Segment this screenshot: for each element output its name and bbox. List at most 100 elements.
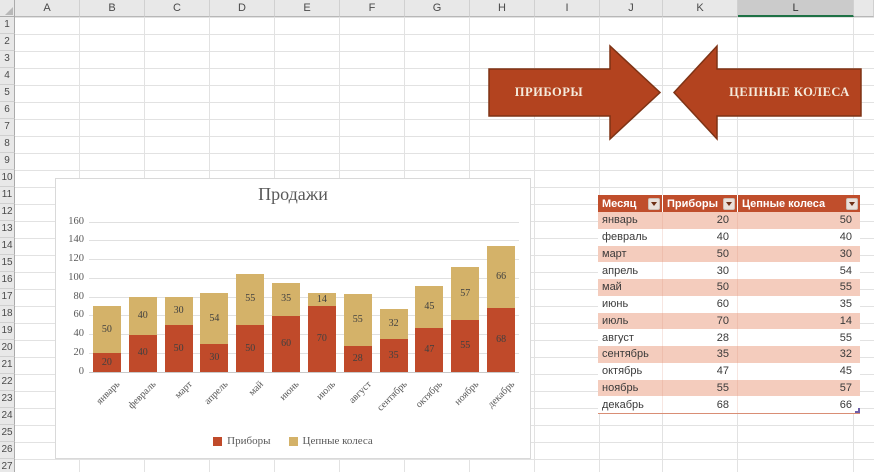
row-header-23[interactable]: 23 [0, 391, 15, 408]
table-cell[interactable]: 47 [663, 362, 738, 380]
row-header-24[interactable]: 24 [0, 408, 15, 425]
row-header-16[interactable]: 16 [0, 272, 15, 289]
row-header-13[interactable]: 13 [0, 221, 15, 238]
table-column-header-1[interactable]: Приборы [663, 195, 738, 212]
table-column-header-0[interactable]: Месяц [598, 195, 663, 212]
bar-segment-январь-0[interactable] [92, 353, 121, 372]
table-cell[interactable]: 20 [663, 212, 738, 229]
column-header-A[interactable]: A [15, 0, 80, 17]
table-cell[interactable]: ноябрь [598, 379, 663, 397]
bar-segment-июнь-1[interactable] [272, 282, 301, 316]
bar-segment-май-1[interactable] [236, 273, 265, 326]
column-header-J[interactable]: J [600, 0, 663, 17]
bar-segment-сентябрь-0[interactable] [379, 339, 408, 372]
bar-segment-декабрь-1[interactable] [487, 246, 516, 309]
table-cell[interactable]: 32 [839, 348, 852, 361]
table-cell[interactable]: 45 [839, 365, 852, 378]
table-cell[interactable]: октябрь [598, 362, 663, 380]
table-cell[interactable]: апрель [598, 262, 663, 279]
table-cell[interactable]: 57 [839, 381, 852, 394]
legend-item-pribory[interactable]: Приборы [213, 435, 271, 447]
table-column-header-2[interactable]: Цепные колеса [738, 195, 860, 212]
table-cell[interactable]: 50 [663, 245, 738, 263]
column-header-D[interactable]: D [210, 0, 275, 17]
bar-segment-сентябрь-1[interactable] [379, 309, 408, 340]
column-header-B[interactable]: B [80, 0, 145, 17]
table-cell[interactable]: сентябрь [598, 346, 663, 363]
table-cell[interactable]: март [598, 245, 663, 263]
column-header-E[interactable]: E [275, 0, 340, 17]
filter-dropdown-button-2[interactable] [846, 197, 858, 210]
bar-segment-апрель-1[interactable] [200, 293, 229, 344]
column-header-K[interactable]: K [663, 0, 738, 17]
row-header-15[interactable]: 15 [0, 255, 15, 272]
table-cell[interactable]: 66 [839, 398, 852, 411]
bar-segment-октябрь-1[interactable] [415, 285, 444, 328]
bar-segment-апрель-0[interactable] [200, 343, 229, 372]
table-cell[interactable]: 70 [663, 312, 738, 330]
table-cell[interactable]: 40 [839, 231, 852, 244]
table-cell[interactable]: июль [598, 312, 663, 330]
row-header-18[interactable]: 18 [0, 306, 15, 323]
table-cell[interactable]: 14 [839, 314, 852, 327]
bar-segment-февраль-1[interactable] [128, 297, 157, 335]
table-cell[interactable]: 55 [839, 331, 852, 344]
table-cell[interactable]: 55 [839, 281, 852, 294]
bar-segment-август-1[interactable] [343, 294, 372, 346]
table-resize-handle[interactable] [855, 408, 860, 413]
table-cell[interactable]: август [598, 329, 663, 346]
row-header-7[interactable]: 7 [0, 119, 15, 136]
bar-segment-февраль-0[interactable] [128, 334, 157, 372]
bar-segment-декабрь-0[interactable] [487, 308, 516, 372]
row-header-5[interactable]: 5 [0, 85, 15, 102]
row-header-20[interactable]: 20 [0, 340, 15, 357]
row-header-14[interactable]: 14 [0, 238, 15, 255]
table-cell[interactable]: 30 [839, 247, 852, 260]
row-header-12[interactable]: 12 [0, 204, 15, 221]
bar-segment-октябрь-0[interactable] [415, 327, 444, 372]
bar-segment-май-0[interactable] [236, 325, 265, 372]
arrow-shape-tsepnye-kolesa[interactable]: ЦЕПНЫЕ КОЛЕСА [672, 44, 862, 141]
row-header-1[interactable]: 1 [0, 17, 15, 34]
row-header-22[interactable]: 22 [0, 374, 15, 391]
table-cell[interactable]: 50 [839, 214, 852, 227]
filter-dropdown-button-0[interactable] [648, 197, 660, 210]
table-cell[interactable]: 35 [839, 298, 852, 311]
table-cell[interactable]: 55 [663, 379, 738, 397]
table-cell[interactable]: май [598, 279, 663, 296]
bar-segment-март-1[interactable] [164, 297, 193, 326]
bar-segment-январь-1[interactable] [92, 306, 121, 354]
filter-dropdown-button-1[interactable] [723, 197, 735, 210]
column-header-I[interactable]: I [535, 0, 600, 17]
bar-segment-ноябрь-1[interactable] [451, 267, 480, 321]
table-cell[interactable]: 40 [663, 228, 738, 246]
table-cell[interactable]: 28 [663, 329, 738, 346]
bar-segment-июль-1[interactable] [307, 293, 336, 307]
table-cell[interactable]: февраль [598, 228, 663, 246]
row-header-26[interactable]: 26 [0, 442, 15, 459]
table-cell[interactable]: 30 [663, 262, 738, 279]
row-header-11[interactable]: 11 [0, 187, 15, 204]
row-header-27[interactable]: 27 [0, 459, 15, 472]
column-header-H[interactable]: H [470, 0, 535, 17]
row-header-10[interactable]: 10 [0, 170, 15, 187]
table-cell[interactable]: январь [598, 212, 663, 229]
table-cell[interactable]: июнь [598, 295, 663, 313]
table-cell[interactable]: декабрь [598, 396, 663, 413]
column-header-F[interactable]: F [340, 0, 405, 17]
row-header-25[interactable]: 25 [0, 425, 15, 442]
row-header-6[interactable]: 6 [0, 102, 15, 119]
row-header-19[interactable]: 19 [0, 323, 15, 340]
sales-chart[interactable]: Продажи 0 20 40 60 80 100 120 140 160 20 50 январь 4… [55, 178, 531, 459]
row-header-21[interactable]: 21 [0, 357, 15, 374]
column-header-L[interactable]: L [738, 0, 854, 17]
column-header-m[interactable] [854, 0, 874, 17]
row-header-17[interactable]: 17 [0, 289, 15, 306]
table-cell[interactable]: 35 [663, 346, 738, 363]
bar-segment-июнь-0[interactable] [272, 315, 301, 372]
legend-item-tsepnye-kolesa[interactable]: Цепные колеса [288, 435, 373, 447]
select-all-button[interactable] [0, 0, 15, 17]
chart-legend[interactable]: Приборы Цепные колеса [56, 435, 530, 447]
row-header-8[interactable]: 8 [0, 136, 15, 153]
row-header-2[interactable]: 2 [0, 34, 15, 51]
